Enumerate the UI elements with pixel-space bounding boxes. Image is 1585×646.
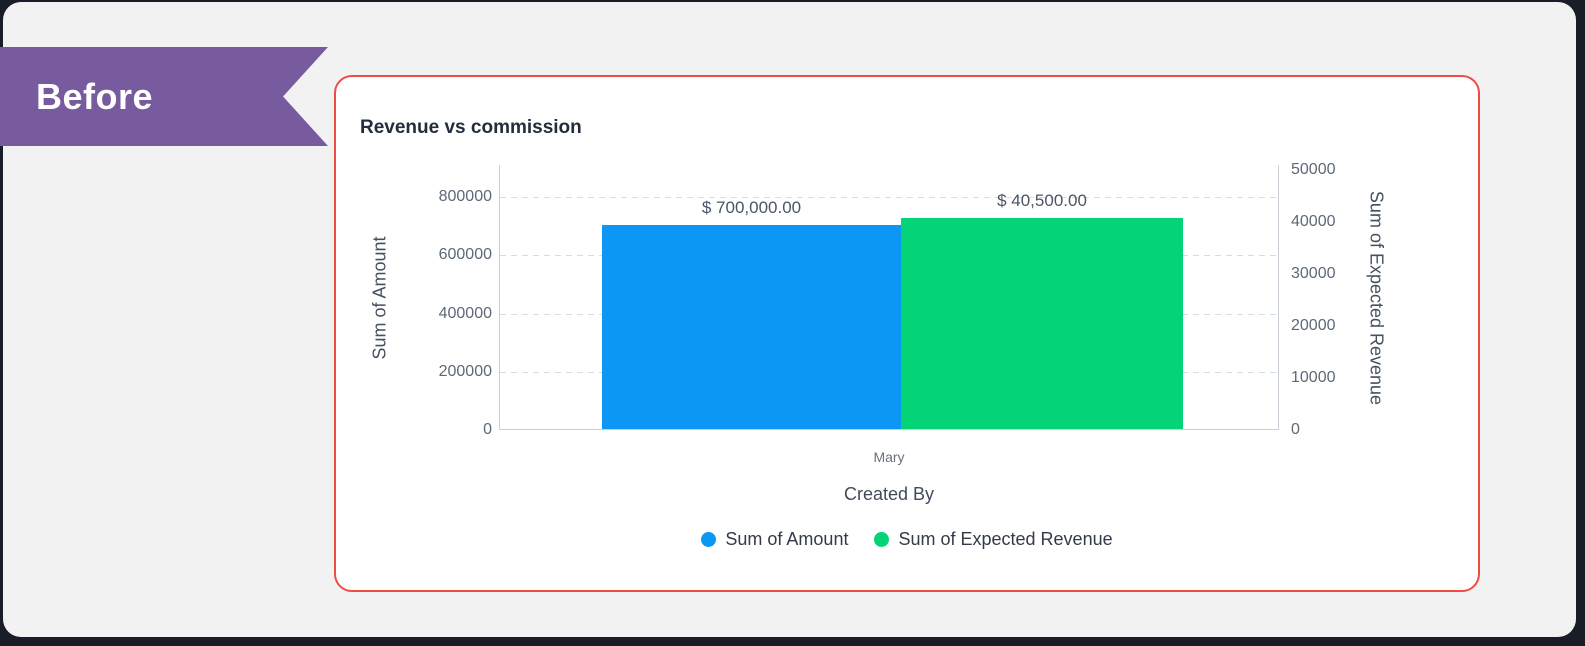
x-axis-title: Created By bbox=[843, 484, 935, 504]
right-axis-title: Sum of Expected Revenue bbox=[1366, 190, 1387, 406]
right-axis-tick: 50000 bbox=[1291, 161, 1336, 178]
bar-sum-of-amount[interactable] bbox=[602, 225, 901, 429]
gridline bbox=[500, 197, 1278, 198]
bar-sum-of-expected-revenue[interactable] bbox=[901, 218, 1183, 429]
left-axis-tick: 400000 bbox=[438, 304, 492, 322]
right-axis-tick: 40000 bbox=[1291, 213, 1336, 230]
left-axis-tick: 600000 bbox=[438, 246, 492, 264]
chart-legend: Sum of Amount Sum of Expected Revenue bbox=[336, 529, 1478, 550]
before-ribbon: Before bbox=[0, 47, 328, 146]
chart-title: Revenue vs commission bbox=[360, 117, 582, 138]
bar-value-label: $ 700,000.00 bbox=[701, 198, 802, 218]
legend-label: Sum of Expected Revenue bbox=[898, 529, 1113, 549]
legend-item-sum-of-expected-revenue[interactable]: Sum of Expected Revenue bbox=[874, 529, 1113, 550]
right-axis-tick: 20000 bbox=[1291, 317, 1336, 334]
left-axis-tick: 200000 bbox=[438, 362, 492, 380]
left-axis-tick: 0 bbox=[483, 421, 492, 438]
right-axis-tick: 10000 bbox=[1291, 369, 1336, 386]
legend-label: Sum of Amount bbox=[725, 529, 849, 549]
left-axis-tick: 800000 bbox=[438, 188, 492, 205]
right-axis-tick: 30000 bbox=[1291, 265, 1336, 282]
plot-area: $ 700,000.00 $ 40,500.00 bbox=[499, 165, 1279, 430]
chart-card: Revenue vs commission $ 700,000.00 $ 40,5… bbox=[334, 75, 1480, 592]
legend-dot bbox=[874, 532, 890, 547]
right-axis-tick: 0 bbox=[1291, 421, 1300, 438]
legend-item-sum-of-amount[interactable]: Sum of Amount bbox=[701, 529, 848, 550]
left-axis-title: Sum of Amount bbox=[369, 236, 390, 360]
before-label: Before bbox=[36, 75, 154, 117]
bar-value-label: $ 40,500.00 bbox=[997, 191, 1087, 211]
x-category-label: Mary bbox=[873, 449, 905, 465]
legend-dot bbox=[701, 532, 717, 547]
